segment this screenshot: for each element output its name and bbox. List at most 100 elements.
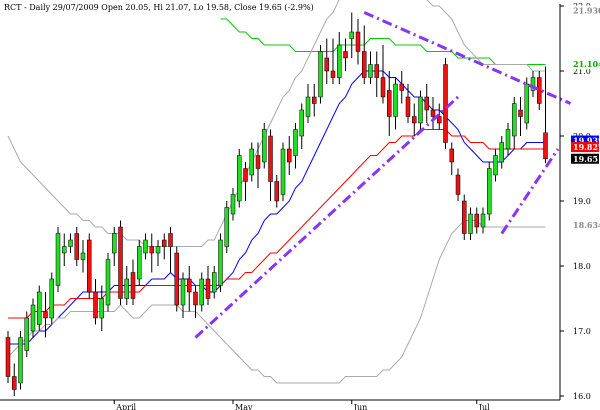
candle-body-down: [537, 77, 542, 104]
candle-body-up: [493, 155, 498, 176]
candle: [74, 227, 79, 266]
candle: [99, 285, 104, 331]
candle: [37, 285, 42, 331]
price-tag: 21.9308: [571, 5, 600, 15]
candle-body-down: [424, 96, 429, 111]
candle: [155, 240, 161, 266]
candle-body-up: [143, 239, 148, 254]
candle-body-down: [74, 233, 79, 260]
candle-body-up: [80, 252, 86, 260]
candle: [62, 233, 67, 266]
candle-body-up: [180, 278, 186, 306]
indicator-line-2: [220, 18, 546, 65]
candle: [512, 97, 517, 149]
candle: [218, 233, 223, 292]
price-tag-box: [571, 142, 599, 153]
candle-body-down: [518, 109, 523, 117]
candle: [174, 246, 179, 312]
price-tag-label: 18.6343: [573, 220, 600, 230]
candle: [24, 311, 29, 357]
candle: [143, 233, 148, 260]
candle: [312, 84, 317, 117]
price-tag-label: 19.65: [573, 154, 598, 164]
candle: [287, 136, 292, 175]
candle-body-up: [305, 96, 311, 117]
y-tick-label: 16.0: [573, 392, 591, 401]
candle-body-down: [324, 57, 329, 72]
candle: [124, 266, 129, 305]
candle: [80, 240, 86, 273]
candle-body-up: [24, 317, 29, 351]
candle-body-down: [168, 233, 173, 247]
candle-body-down: [205, 278, 211, 299]
price-tags: 21.9308 21.1047 19.93919.827 19.65 18.6343: [571, 5, 600, 230]
candle-body-down: [474, 213, 479, 228]
candle: [224, 201, 229, 253]
candle: [230, 188, 236, 221]
candle: [487, 162, 492, 221]
candle-body-down: [443, 64, 448, 143]
candles: [5, 12, 548, 396]
candle: [255, 142, 261, 188]
price-tag: 18.6343: [571, 219, 600, 230]
candle: [449, 142, 454, 175]
candle: [93, 279, 98, 325]
candle: [305, 84, 311, 123]
x-tick-label: Jul: [478, 403, 490, 410]
price-tag-box: [571, 153, 599, 164]
price-tag-box: [571, 59, 599, 70]
candle-body-down: [449, 148, 454, 163]
candle: [180, 272, 186, 318]
candle: [55, 227, 61, 292]
y-tick-label: 17.0: [573, 327, 591, 336]
candle: [162, 233, 167, 260]
candle: [68, 233, 73, 253]
candle-body-up: [368, 64, 373, 78]
candle: [543, 66, 548, 164]
candle: [168, 227, 173, 273]
candle-body-down: [149, 246, 154, 254]
candle: [424, 84, 429, 123]
candle: [249, 142, 254, 182]
candle-body-up: [249, 148, 254, 176]
candle-body-up: [280, 148, 286, 195]
candle: [405, 84, 411, 123]
candle-body-up: [62, 246, 67, 254]
candle-body-down: [130, 272, 136, 299]
candle-body-up: [299, 109, 304, 137]
candle-body-down: [380, 77, 386, 98]
x-tick-label: May: [235, 403, 253, 410]
candle-body-up: [112, 233, 117, 254]
candle: [443, 58, 448, 149]
candle-body-up: [68, 239, 73, 247]
candle: [368, 51, 373, 84]
price-tag-label: 21.1047: [573, 59, 600, 69]
candle-body-down: [405, 96, 411, 117]
candle: [205, 266, 211, 305]
candle: [5, 331, 11, 383]
candle: [374, 51, 379, 97]
candle: [274, 175, 279, 208]
candle: [462, 194, 467, 240]
candle-body-down: [399, 83, 404, 91]
candle-body-up: [218, 239, 223, 286]
candle-body-up: [524, 83, 529, 124]
price-tag-box: [571, 135, 599, 146]
candle: [518, 97, 523, 136]
candle: [524, 77, 529, 130]
candle: [468, 207, 473, 240]
candle-body-up: [137, 246, 142, 280]
candle: [30, 298, 36, 338]
candle-body-up: [237, 155, 242, 202]
candle-body-up: [199, 278, 204, 306]
candle: [399, 71, 404, 104]
candle-body-down: [412, 116, 417, 124]
candle: [112, 227, 117, 266]
candle-body-up: [512, 103, 517, 137]
candle: [49, 272, 54, 325]
candle: [493, 149, 498, 182]
candle-body-up: [212, 272, 217, 293]
y-tick-label: 21.0: [573, 67, 591, 76]
